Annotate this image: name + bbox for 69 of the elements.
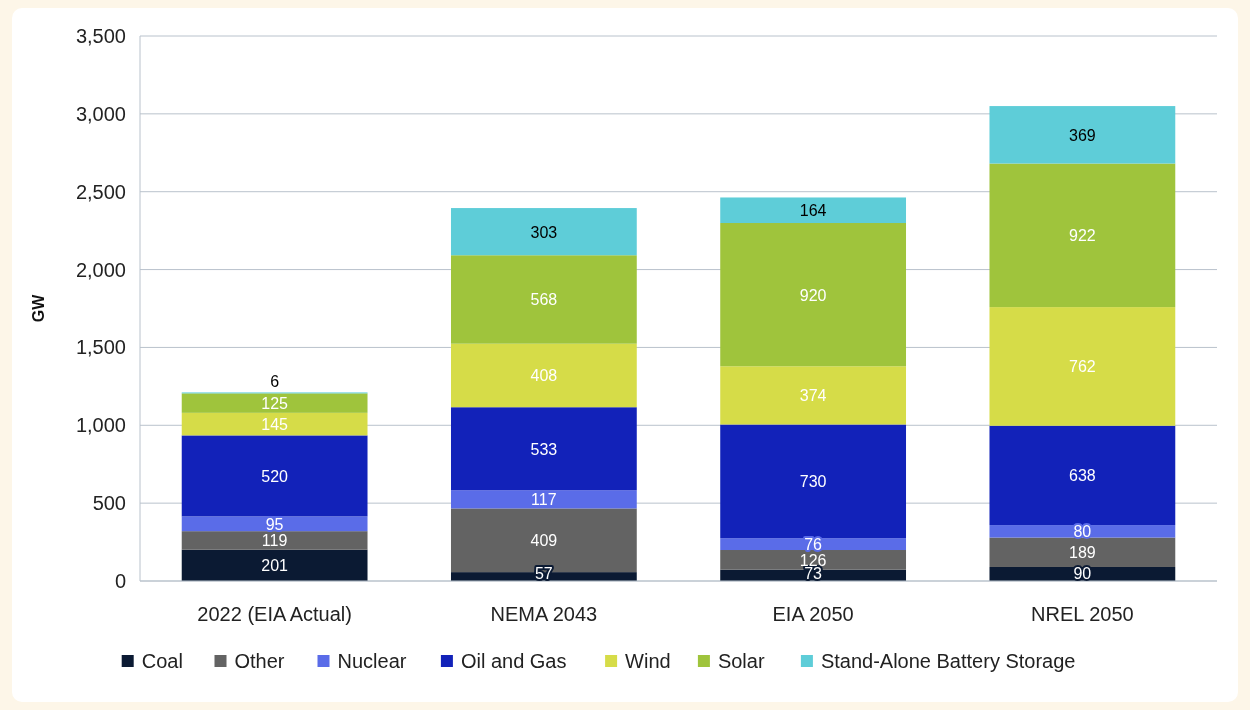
bar [989, 425, 1176, 526]
data-label: 57 [534, 565, 553, 582]
bar [181, 549, 368, 581]
data-label: 369 [1069, 126, 1096, 144]
bar [720, 538, 907, 551]
y-tick-label: 3,000 [75, 102, 126, 125]
bar [450, 255, 637, 344]
y-tick-label: 3,500 [75, 25, 126, 47]
data-label: 920 [799, 286, 827, 304]
data-label: 374 [799, 387, 827, 405]
data-label: 90 [1073, 565, 1092, 582]
data-label: 6 [270, 373, 280, 391]
legend-label: Solar [717, 650, 765, 672]
data-label: 730 [799, 473, 827, 491]
y-tick-label: 500 [92, 492, 126, 515]
bar [450, 208, 637, 256]
bar [450, 490, 637, 509]
bar [989, 163, 1176, 308]
data-label: 76 [804, 536, 823, 554]
bar [720, 366, 907, 425]
bar [989, 525, 1176, 538]
bar [720, 223, 907, 367]
legend-label: Stand-Alone Battery Storage [820, 650, 1076, 672]
bar [450, 343, 637, 408]
data-label: 533 [530, 440, 558, 458]
x-tick-label: NREL 2050 [1031, 603, 1134, 625]
data-label: 80 [1073, 523, 1092, 541]
bar [181, 393, 368, 413]
data-label: 762 [1069, 358, 1096, 376]
legend-label: Wind [625, 650, 671, 672]
data-label: 189 [1069, 544, 1096, 562]
data-label: 117 [531, 491, 557, 509]
data-label: 638 [1069, 467, 1096, 485]
y-tick-label: 2,500 [75, 180, 126, 203]
y-tick-label: 1,500 [75, 336, 126, 359]
y-tick-label: 0 [114, 570, 126, 592]
y-axis-title: GW [30, 293, 47, 323]
legend-label: Nuclear [337, 650, 407, 672]
y-tick-label: 2,000 [75, 258, 126, 281]
bar [181, 516, 368, 532]
bar [720, 197, 907, 224]
data-label: 95 [265, 515, 284, 533]
data-label: 119 [261, 532, 288, 550]
data-label: 145 [261, 416, 289, 434]
data-label: 520 [261, 467, 289, 485]
legend-label: Oil and Gas [460, 650, 567, 672]
y-tick-label: 1,000 [75, 414, 126, 437]
legend-label: Coal [141, 650, 183, 672]
data-label: 201 [261, 557, 289, 575]
x-tick-label: NEMA 2043 [490, 603, 598, 625]
x-tick-label: 2022 (EIA Actual) [197, 603, 352, 625]
bar [181, 412, 368, 436]
bar [720, 424, 907, 539]
data-label: 303 [530, 223, 558, 241]
bar [989, 307, 1176, 426]
data-label: 409 [530, 532, 558, 550]
legend-label: Other [234, 650, 285, 672]
data-label: 164 [799, 202, 827, 220]
data-label: 568 [530, 291, 558, 309]
data-label: 922 [1069, 227, 1096, 245]
x-tick-label: EIA 2050 [772, 603, 854, 625]
bar [989, 537, 1176, 567]
bar [181, 435, 368, 517]
data-label: 125 [261, 395, 289, 413]
bar [450, 407, 637, 491]
data-label: 73 [804, 565, 823, 582]
bar [989, 106, 1176, 164]
data-label: 408 [530, 367, 558, 385]
bar [181, 531, 368, 550]
